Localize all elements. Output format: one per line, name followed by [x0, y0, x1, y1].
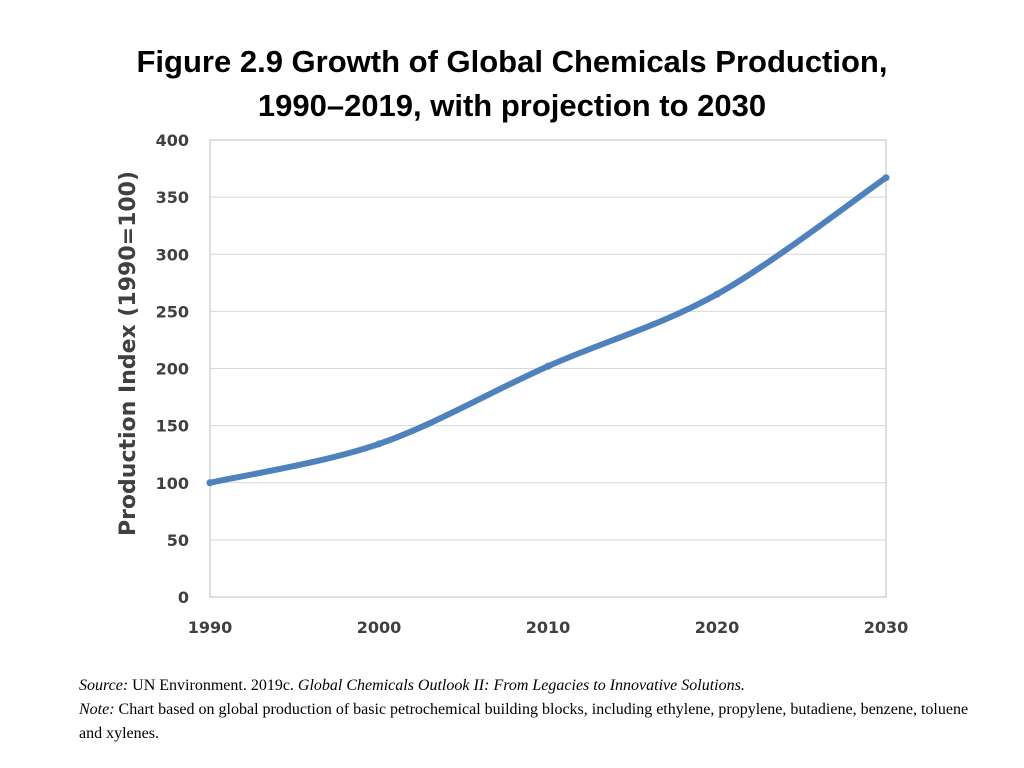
line-chart: 0 50 100 150 200 250 300 350 400 1990 2000 2010 202… [116, 131, 909, 637]
data-point-2000 [375, 440, 383, 448]
x-tick-label-2000: 2000 [357, 618, 402, 637]
figure-caption: Source: UN Environment. 2019c. Global Ch… [79, 674, 979, 746]
y-tick-label-100: 100 [156, 474, 189, 493]
x-tick-label-2010: 2010 [526, 618, 571, 637]
y-axis-tick-labels: 0 50 100 150 200 250 300 350 400 [156, 131, 189, 607]
y-tick-label-50: 50 [167, 531, 189, 550]
x-tick-label-1990: 1990 [188, 618, 233, 637]
source-label: Source: [79, 677, 129, 694]
chart-title: Figure 2.9 Growth of Global Chemicals Pr… [0, 40, 1024, 128]
data-point-2010 [544, 362, 552, 370]
data-point-2020 [713, 290, 721, 298]
source-text: UN Environment. 2019c. [128, 677, 298, 694]
y-axis-title: Production Index (1990=100) [116, 171, 141, 536]
series-line-0 [207, 174, 889, 486]
plot-area-border [209, 139, 887, 598]
note-text: Chart based on global production of basi… [79, 701, 969, 742]
chart-title-line-2: 1990–2019, with projection to 2030 [257, 88, 767, 123]
y-tick-label-150: 150 [156, 417, 189, 436]
chart-title-line-1: Figure 2.9 Growth of Global Chemicals Pr… [136, 44, 888, 79]
y-tick-label-200: 200 [156, 360, 189, 379]
note-line: Note: Chart based on global production o… [79, 698, 979, 746]
x-axis-tick-labels: 1990 2000 2010 2020 2030 [188, 618, 909, 637]
source-line: Source: UN Environment. 2019c. Global Ch… [79, 674, 979, 698]
x-tick-label-2020: 2020 [695, 618, 740, 637]
source-title: Global Chemicals Outlook II: From Legaci… [297, 677, 745, 694]
y-tick-label-350: 350 [156, 188, 189, 207]
grid-lines [210, 196, 886, 541]
data-point-1990 [206, 479, 214, 487]
y-tick-label-0: 0 [178, 588, 189, 607]
note-label: Note: [79, 701, 115, 718]
y-tick-label-300: 300 [156, 245, 189, 264]
data-point-2030 [882, 174, 890, 182]
y-tick-label-400: 400 [156, 131, 189, 150]
y-tick-label-250: 250 [156, 302, 189, 321]
series-layer [206, 174, 890, 487]
x-tick-label-2030: 2030 [864, 618, 909, 637]
